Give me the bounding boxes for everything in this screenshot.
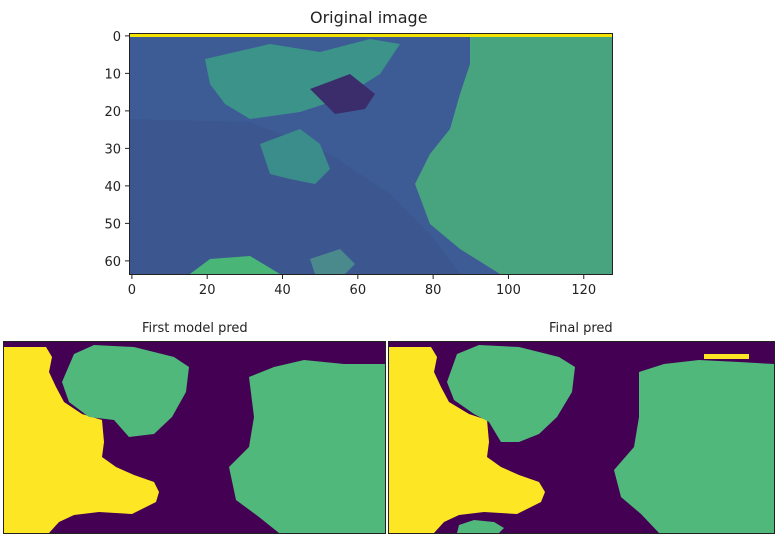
yellow-class-region: [389, 347, 545, 533]
y-tick-label: 60: [104, 255, 121, 270]
y-tick-label: 50: [104, 217, 121, 232]
first-model-pred-plot: [3, 341, 386, 534]
x-tick-label: 120: [571, 283, 596, 298]
bottom-blob-region: [310, 249, 355, 274]
final-pred-heatmap: [389, 345, 774, 533]
yellow-class-region: [4, 347, 159, 533]
upper-bright-region: [205, 39, 400, 119]
chart-title-original: Original image: [310, 8, 428, 27]
green-class-upper-region: [62, 345, 189, 437]
original-image-plot: [129, 33, 613, 275]
chart-title-final-pred: Final pred: [549, 321, 613, 336]
first-model-pred-heatmap: [4, 345, 385, 533]
x-tick-label: 60: [350, 283, 367, 298]
dark-shadow-region: [310, 74, 375, 114]
dark-lower-left-region: [130, 119, 460, 274]
x-tick-label: 80: [425, 283, 442, 298]
right-bright-region: [415, 34, 612, 274]
y-tick-label: 40: [104, 180, 121, 195]
yellow-class-top-speck: [704, 354, 749, 359]
y-tick-label: 10: [104, 67, 121, 82]
final-pred-plot: [388, 341, 775, 534]
original-image-heatmap: [130, 34, 612, 274]
green-class-right-region: [614, 360, 774, 533]
y-tick-label: 0: [113, 30, 121, 45]
green-class-bottom-blob: [457, 520, 504, 533]
y-axis-ticks: 0 10 20 30 40 50 60: [104, 30, 129, 270]
green-class-upper-region: [447, 345, 575, 442]
top-edge-strip: [130, 34, 612, 37]
x-tick-label: 40: [274, 283, 291, 298]
y-tick-label: 20: [104, 105, 121, 120]
chart-title-first-model: First model pred: [142, 321, 248, 336]
green-class-right-region: [229, 360, 385, 533]
middle-bright-region: [260, 129, 330, 184]
x-tick-label: 0: [128, 283, 136, 298]
x-tick-label: 20: [199, 283, 216, 298]
bottom-bright-region: [190, 256, 280, 274]
y-tick-label: 30: [104, 142, 121, 157]
x-tick-label: 100: [496, 283, 521, 298]
x-axis-ticks: 0 20 40 60 80 100 120: [128, 275, 596, 298]
